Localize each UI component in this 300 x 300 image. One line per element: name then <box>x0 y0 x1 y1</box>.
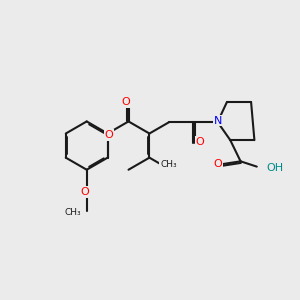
Text: O: O <box>104 130 113 140</box>
Text: O: O <box>122 97 130 107</box>
Text: O: O <box>196 137 204 147</box>
Text: CH₃: CH₃ <box>65 208 81 217</box>
Text: N: N <box>213 116 222 126</box>
Text: O: O <box>214 159 222 169</box>
Text: O: O <box>81 187 90 197</box>
Text: CH₃: CH₃ <box>160 160 177 169</box>
Text: OH: OH <box>266 163 283 173</box>
